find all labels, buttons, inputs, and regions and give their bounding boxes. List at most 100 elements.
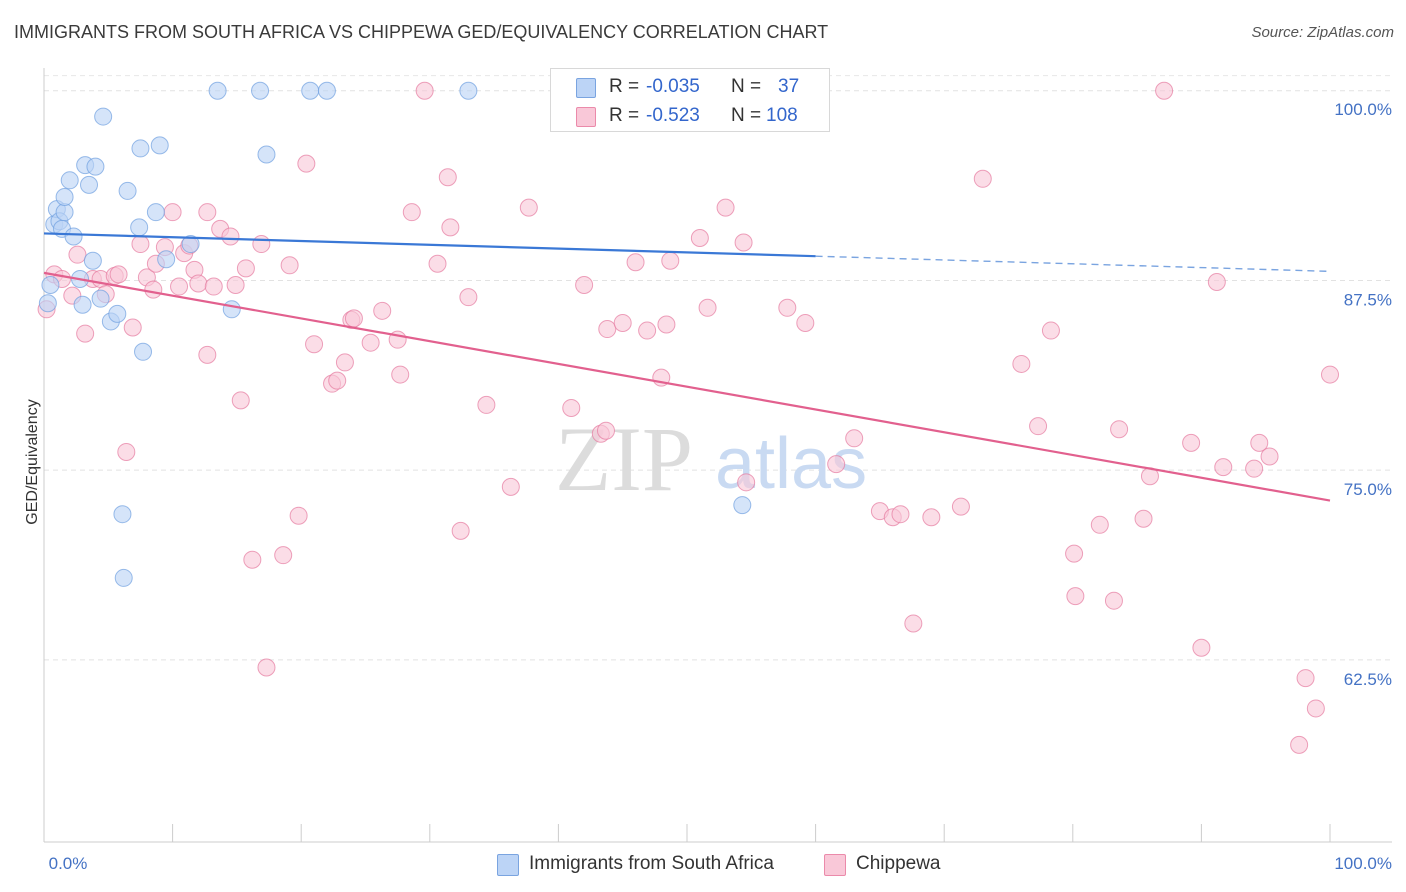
point-chippewa	[289, 506, 308, 525]
point-chippewa	[575, 276, 594, 295]
legend-n-value: 37	[778, 76, 800, 97]
point-chippewa	[626, 253, 645, 272]
point-chippewa	[144, 280, 163, 299]
point-chippewa	[373, 301, 392, 320]
point-chippewa	[562, 398, 581, 417]
point-chippewa	[1104, 591, 1123, 610]
point-chippewa	[1260, 447, 1279, 466]
point-south-africa	[733, 496, 752, 515]
legend-r-value: -0.035	[646, 76, 700, 97]
point-chippewa	[361, 333, 380, 352]
axes	[43, 68, 1392, 843]
point-chippewa	[117, 442, 136, 461]
gridlines	[44, 75, 1392, 661]
point-south-africa	[146, 203, 165, 222]
point-chippewa	[189, 274, 208, 293]
legend-r-label: R =	[609, 76, 640, 97]
point-chippewa	[221, 227, 240, 246]
point-chippewa	[438, 168, 457, 187]
point-south-africa	[80, 175, 99, 194]
point-chippewa	[226, 276, 245, 295]
point-chippewa	[1090, 515, 1109, 534]
series-south-africa	[38, 81, 752, 587]
legend-n-value: 108	[766, 105, 798, 126]
point-chippewa	[796, 313, 815, 332]
legend-swatch-pink	[824, 854, 846, 876]
point-chippewa	[973, 169, 992, 188]
legend-swatch-blue	[497, 854, 519, 876]
point-chippewa	[402, 203, 421, 222]
legend-row-south-africa: R = -0.035 N = 37	[551, 72, 829, 102]
point-south-africa	[94, 107, 113, 126]
point-chippewa	[613, 313, 632, 332]
point-chippewa	[904, 614, 923, 633]
point-chippewa	[1110, 420, 1129, 439]
trend-line-chippewa	[43, 271, 1331, 502]
trend-lines	[43, 232, 1331, 502]
point-chippewa	[1155, 81, 1174, 100]
point-chippewa	[598, 320, 617, 339]
point-south-africa	[131, 139, 150, 158]
point-south-africa	[208, 81, 227, 100]
point-chippewa	[734, 233, 753, 252]
x-tick-labels: 0.0% 100.0%	[49, 854, 1392, 873]
x-tick-label: 100.0%	[1334, 854, 1392, 873]
point-chippewa	[698, 298, 717, 317]
legend-r-value: -0.523	[646, 105, 700, 126]
point-chippewa	[297, 154, 316, 173]
point-south-africa	[134, 342, 153, 361]
legend-n-label: N =	[731, 105, 762, 126]
y-tick-label: 75.0%	[1344, 480, 1392, 499]
point-south-africa	[130, 218, 149, 237]
point-south-africa	[91, 289, 110, 308]
point-chippewa	[1192, 638, 1211, 657]
series-legend: Immigrants from South Africa Chippewa	[0, 852, 1406, 878]
point-chippewa	[328, 371, 347, 390]
point-south-africa	[41, 276, 60, 295]
point-chippewa	[778, 298, 797, 317]
point-chippewa	[459, 288, 478, 307]
legend-swatch-blue	[576, 78, 596, 98]
y-tick-label: 87.5%	[1344, 290, 1392, 309]
point-chippewa	[274, 546, 293, 565]
point-chippewa	[1029, 417, 1048, 436]
point-chippewa	[661, 251, 680, 270]
point-chippewa	[1306, 699, 1325, 718]
point-chippewa	[596, 421, 615, 440]
point-chippewa	[451, 521, 470, 540]
point-south-africa	[55, 188, 74, 206]
point-south-africa	[157, 250, 176, 269]
point-chippewa	[501, 477, 520, 496]
point-south-africa	[86, 157, 105, 176]
point-chippewa	[109, 265, 128, 284]
point-chippewa	[716, 198, 735, 217]
point-chippewa	[428, 254, 447, 273]
point-south-africa	[55, 203, 74, 222]
point-chippewa	[657, 315, 676, 334]
point-chippewa	[280, 256, 299, 275]
source-credit: Source: ZipAtlas.com	[1251, 24, 1394, 41]
point-south-africa	[301, 81, 320, 100]
legend-swatch-pink	[576, 107, 596, 127]
point-chippewa	[344, 309, 363, 328]
y-axis-title: GED/Equivalency	[24, 399, 41, 524]
point-chippewa	[441, 218, 460, 237]
trend-line-south-africa	[43, 232, 816, 258]
trend-line-south-africa-extension	[815, 255, 1331, 273]
point-chippewa	[477, 395, 496, 414]
point-chippewa	[163, 203, 182, 222]
point-chippewa	[1041, 321, 1060, 340]
point-chippewa	[1214, 458, 1233, 477]
point-chippewa	[236, 259, 255, 278]
legend-label-south-africa: Immigrants from South Africa	[529, 853, 774, 874]
point-chippewa	[123, 318, 142, 337]
y-tick-label: 100.0%	[1334, 100, 1392, 119]
point-chippewa	[204, 277, 223, 296]
point-chippewa	[198, 345, 217, 364]
point-chippewa	[1245, 459, 1264, 478]
point-chippewa	[638, 321, 657, 340]
point-south-africa	[257, 145, 276, 164]
point-chippewa	[1065, 544, 1084, 563]
point-chippewa	[131, 235, 150, 254]
point-south-africa	[150, 136, 169, 155]
